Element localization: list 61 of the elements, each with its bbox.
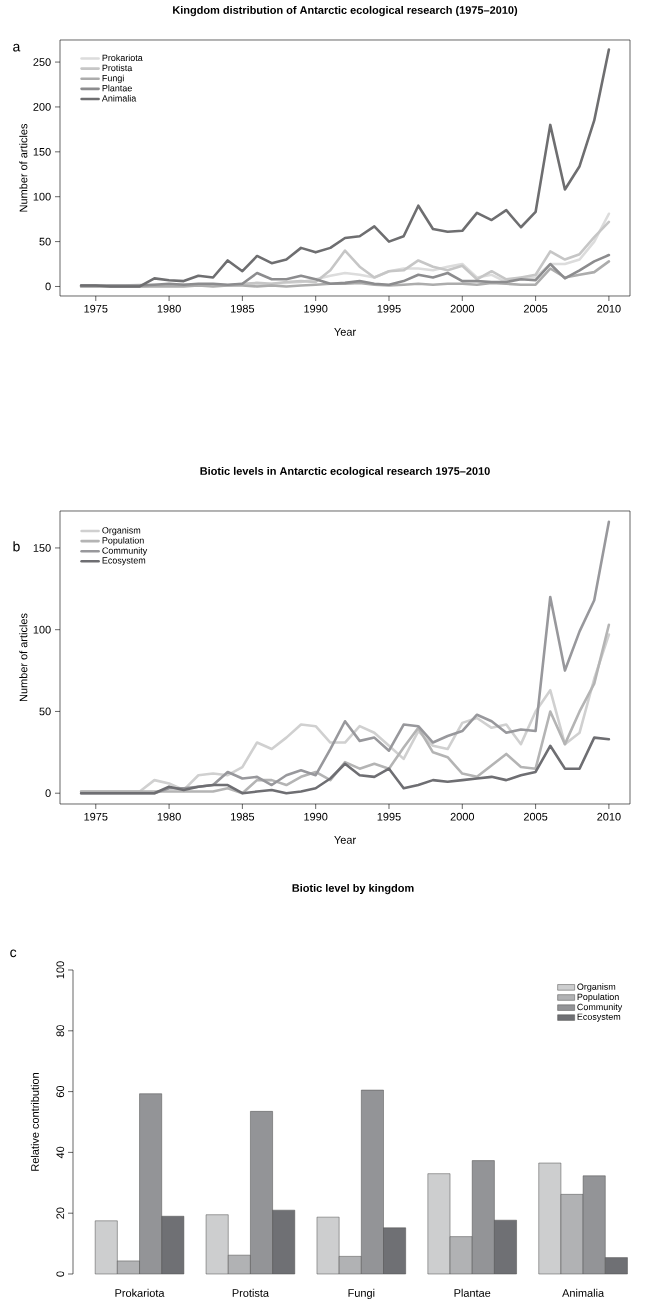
x-tick-label: Prokariota <box>115 1288 165 1297</box>
legend-label: Organism <box>102 526 141 536</box>
x-tick-label: 1985 <box>231 304 255 313</box>
legend-label: Population <box>577 993 619 1002</box>
chart-title: Biotic levels in Antarctic ecological research 1975–2010 <box>200 466 490 478</box>
y-tick-label: 0 <box>45 789 51 798</box>
legend-label: Organism <box>577 983 616 992</box>
legend-label: Ecosystem <box>577 1013 621 1022</box>
y-axis-title: Relative contribution <box>30 1073 39 1171</box>
y-axis-title: Number of articles <box>19 613 28 702</box>
y-tick-label: 150 <box>33 544 51 552</box>
y-tick-label: 200 <box>33 103 51 111</box>
legend-label: Fungi <box>102 74 124 84</box>
x-tick-label: 1980 <box>157 304 181 313</box>
x-tick-label: 1985 <box>231 812 255 821</box>
chart-title: Biotic level by kingdom <box>292 883 414 895</box>
y-tick-label: 0 <box>45 282 51 291</box>
legend-label: Prokariota <box>102 54 143 61</box>
x-tick-label: Plantae <box>454 1288 491 1297</box>
y-tick-label: 0 <box>56 1271 65 1277</box>
x-axis-title: Year <box>334 328 356 336</box>
legend-label: Community <box>577 1003 623 1012</box>
y-axis-title: Number of articles <box>19 123 28 212</box>
legend-label: Plantae <box>102 84 132 92</box>
y-tick-label: 100 <box>33 625 51 634</box>
x-tick-label: Fungi <box>348 1288 375 1300</box>
x-tick-label: 1980 <box>157 812 181 821</box>
y-tick-label: 50 <box>39 707 51 716</box>
y-tick-label: 100 <box>33 192 51 201</box>
y-tick-label: 60 <box>56 1085 65 1098</box>
x-tick-label: 1990 <box>304 304 328 313</box>
y-tick-label: 100 <box>56 961 65 979</box>
y-tick-label: 50 <box>39 237 51 246</box>
x-tick-label: 1995 <box>377 812 401 821</box>
x-tick-label: 1995 <box>377 304 401 313</box>
legend-label: Community <box>102 547 148 556</box>
y-tick-label: 250 <box>33 58 51 66</box>
legend-label: Ecosystem <box>102 557 146 566</box>
x-tick-label: 2005 <box>523 304 548 313</box>
y-tick-label: 150 <box>33 147 51 156</box>
x-tick-label: 1975 <box>84 304 108 313</box>
legend-label: Population <box>102 537 144 546</box>
x-tick-label: 2010 <box>597 812 621 821</box>
x-tick-label: 2000 <box>450 304 475 313</box>
x-axis-title: Year <box>334 836 356 844</box>
x-tick-label: 2005 <box>523 812 548 821</box>
x-tick-label: 2000 <box>450 812 475 821</box>
x-tick-label: 1975 <box>84 812 108 821</box>
text: c <box>10 949 17 958</box>
y-tick-label: 20 <box>56 1207 65 1219</box>
x-tick-label: 1990 <box>304 812 328 821</box>
y-tick-label: 40 <box>56 1146 65 1159</box>
text: a <box>13 43 21 52</box>
text: b <box>13 541 20 552</box>
legend-label: Animalia <box>101 94 137 102</box>
x-tick-label: Animalia <box>562 1288 605 1297</box>
y-tick-label: 80 <box>56 1025 65 1037</box>
chart-title: Kingdom distribution of Antarctic ecological research (1975–2010) <box>173 5 518 17</box>
legend-label: Protista <box>102 64 133 72</box>
x-tick-label: 2010 <box>597 304 621 313</box>
x-tick-label: Protista <box>232 1288 269 1297</box>
